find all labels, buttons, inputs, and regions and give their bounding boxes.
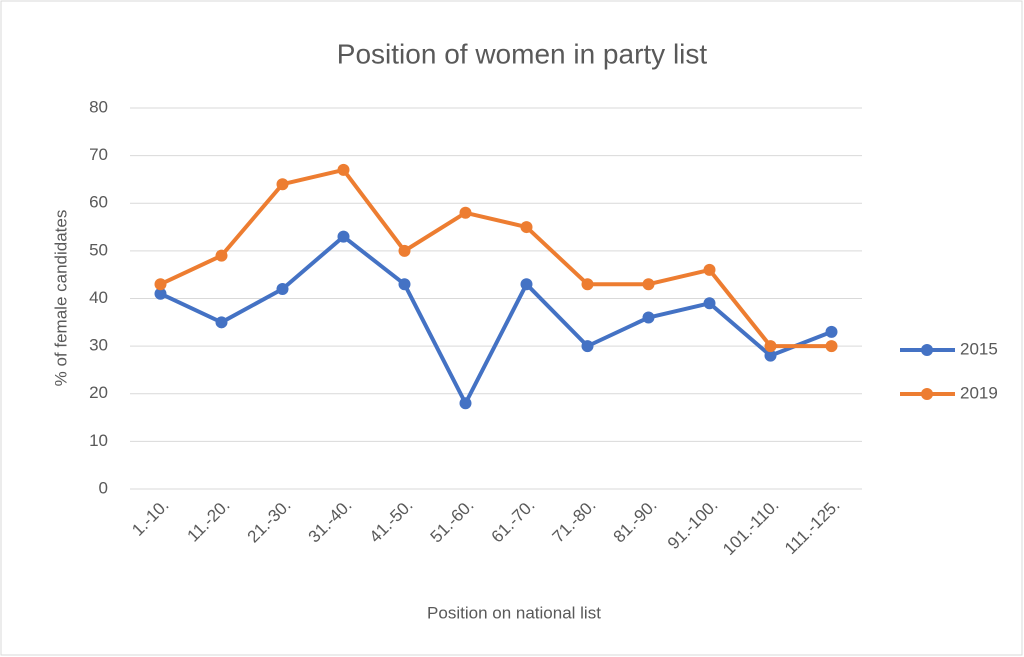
legend-marker — [921, 388, 933, 400]
y-tick-label: 70 — [89, 145, 108, 164]
data-point — [642, 311, 655, 324]
y-tick-label: 50 — [89, 240, 108, 259]
data-point — [276, 178, 289, 191]
series-line — [159, 234, 833, 406]
legend-label: 2019 — [960, 383, 998, 402]
data-point — [703, 263, 716, 276]
data-point — [764, 349, 777, 362]
legend-marker — [921, 344, 933, 356]
data-point — [398, 244, 411, 257]
data-point — [581, 278, 594, 291]
y-tick-label: 30 — [89, 336, 108, 355]
chart-title: Position of women in party list — [337, 38, 708, 69]
series-line — [159, 167, 832, 349]
y-tick-label: 80 — [89, 97, 108, 116]
x-axis-label: Position on national list — [427, 603, 601, 622]
y-axis-label: % of female candidates — [51, 210, 70, 387]
y-tick-label: 0 — [99, 478, 108, 497]
data-point — [764, 340, 777, 353]
data-point — [825, 340, 838, 353]
y-tick-label: 20 — [89, 383, 108, 402]
data-point — [825, 325, 838, 338]
data-point — [642, 278, 655, 291]
data-point — [520, 221, 533, 234]
y-tick-label: 10 — [89, 431, 108, 450]
legend-label: 2015 — [960, 339, 998, 358]
data-point — [154, 287, 167, 300]
data-point — [154, 278, 167, 291]
data-point — [459, 206, 472, 219]
data-point — [276, 282, 289, 295]
data-point — [337, 230, 350, 243]
data-point — [337, 163, 350, 176]
y-tick-label: 40 — [89, 288, 108, 307]
data-point — [215, 316, 228, 329]
data-point — [215, 249, 228, 262]
data-point — [581, 340, 594, 353]
data-point — [459, 397, 472, 410]
data-point — [398, 278, 411, 291]
data-point — [703, 297, 716, 310]
data-point — [520, 278, 533, 291]
y-tick-label: 60 — [89, 193, 108, 212]
